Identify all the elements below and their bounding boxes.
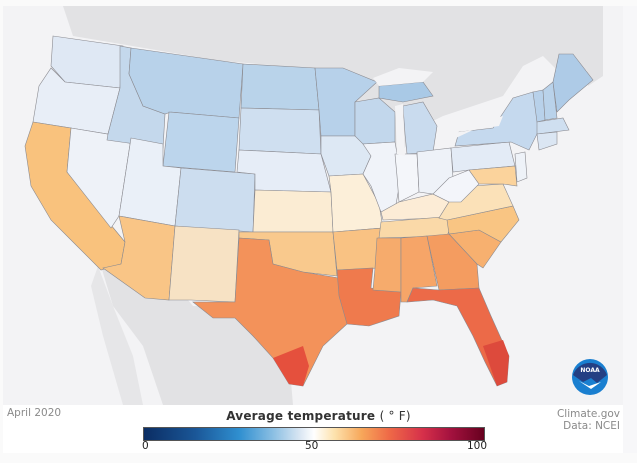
state-new-jersey (514, 151, 528, 183)
noaa-logo-top (573, 362, 607, 383)
state-indiana (394, 153, 420, 203)
date-label: April 2020 (7, 407, 62, 419)
lake-michigan (395, 104, 405, 156)
state-north-dakota (240, 63, 320, 111)
colorbar-tick-max: 100 (467, 440, 488, 452)
noaa-logo-bird (579, 381, 601, 389)
temperature-map (24, 6, 603, 405)
canada-east (583, 16, 603, 86)
state-connecticut (536, 131, 558, 151)
credit-data: Data: NCEI (563, 420, 620, 432)
lake-superior (373, 68, 433, 86)
colorbar-tick-min: 0 (142, 440, 149, 452)
legend-title: Average temperature ( ° F) (0, 409, 637, 423)
legend-unit: ( ° F) (379, 409, 411, 423)
state-wyoming (162, 111, 240, 173)
state-south-dakota (238, 107, 322, 155)
credit: Climate.gov Data: NCEI (557, 408, 620, 432)
map-panel: NOAA (3, 6, 623, 405)
state-new-mexico (168, 225, 240, 303)
state-massachusetts (536, 117, 570, 135)
colorbar (143, 427, 485, 441)
state-louisiana (336, 267, 402, 327)
state-kansas (252, 189, 334, 233)
florida-south-tip (483, 340, 509, 386)
state-new-hampshire (542, 81, 558, 121)
texas-south-tip (273, 346, 309, 386)
state-maine (552, 53, 594, 113)
state-georgia (426, 233, 480, 291)
noaa-logo: NOAA (572, 359, 608, 395)
lake-erie-ontario (443, 116, 503, 144)
colorbar-tick-mid: 50 (305, 440, 319, 452)
legend-title-text: Average temperature (226, 409, 376, 423)
right-margin (623, 6, 637, 453)
state-maryland-delaware (468, 165, 518, 187)
credit-source: Climate.gov (556, 408, 620, 420)
baja-land (91, 266, 143, 405)
state-colorado (174, 167, 256, 233)
state-mississippi (372, 237, 402, 293)
noaa-logo-text: NOAA (580, 367, 600, 374)
